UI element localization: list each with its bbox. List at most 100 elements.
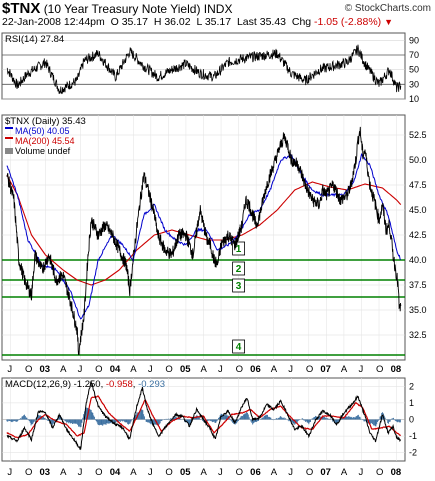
support-label-4: 4 [236, 342, 242, 353]
price-title: $TNX (Daily) 35.43 [5, 116, 86, 127]
support-label-3: 3 [236, 281, 242, 292]
macd-x-tick-label: 05 [180, 467, 191, 478]
ma200-legend: MA(200) 45.54 [15, 136, 75, 146]
price-x-tick-label: A [60, 364, 67, 375]
price-x-tick-label: 03 [40, 364, 51, 375]
price-x-tick-label: 08 [391, 364, 402, 375]
macd-x-tick-label: 04 [110, 467, 121, 478]
macd-x-tick-label: A [341, 467, 348, 478]
macd-x-tick-label: O [236, 467, 243, 478]
price-tick-label: 35.0 [409, 305, 427, 315]
down-triangle-icon: ▼ [384, 17, 394, 27]
price-x-tick-label: J [78, 364, 83, 375]
macd-x-tick-label: J [148, 467, 153, 478]
macd-tick-label: 1 [409, 398, 414, 408]
macd-tick-label: 2 [409, 381, 414, 391]
price-tick-label: 37.5 [409, 280, 427, 290]
rsi-tick-label: 50 [409, 65, 419, 75]
macd-x-tick-label: A [271, 467, 278, 478]
price-x-tick-label: O [376, 364, 383, 375]
price-tick-label: 42.5 [409, 230, 427, 240]
price-x-tick-label: J [7, 364, 12, 375]
price-tick-label: 52.5 [409, 130, 427, 140]
price-x-tick-label: O [306, 364, 313, 375]
rsi-tick-label: 30 [409, 79, 419, 89]
macd-tick-label: -1 [409, 431, 417, 441]
chart-header: $TNX (10 Year Treasury Note Yield) INDX … [2, 0, 433, 32]
macd-x-tick-label: J [288, 467, 293, 478]
security-name: (10 Year Treasury Note Yield) [43, 2, 201, 16]
macd-x-tick-label: J [358, 467, 363, 478]
support-label-box [232, 278, 246, 293]
macd-x-tick-label: O [25, 467, 32, 478]
chg-label: Chg [291, 16, 312, 28]
open-label: O [110, 16, 119, 28]
macd-x-tick-label: A [201, 467, 208, 478]
last-label: Last [236, 16, 257, 28]
support-label-box [232, 261, 246, 276]
low-value: 35.17 [204, 16, 232, 28]
price-x-tick-label: A [271, 364, 278, 375]
price-x-tick-label: O [165, 364, 172, 375]
macd-x-tick-label: O [165, 467, 172, 478]
price-x-tick-label: 05 [180, 364, 191, 375]
macd-x-tick-label: J [7, 467, 12, 478]
rsi-line [6, 44, 402, 95]
price-tick-label: 47.5 [409, 180, 427, 190]
open-value: 35.17 [121, 16, 148, 28]
macd-x-tick-label: 07 [320, 467, 331, 478]
price-tick-label: 45.0 [409, 205, 427, 215]
price-x-tick-label: O [25, 364, 32, 375]
brand-watermark: © StockCharts.com [344, 3, 431, 14]
macd-line [6, 381, 402, 451]
price-x-tick-label: J [148, 364, 153, 375]
support-label-box [232, 339, 246, 354]
ma50-line [6, 153, 402, 320]
macd-x-tick-label: J [78, 467, 83, 478]
price-line [6, 126, 402, 355]
price-x-tick-label: 07 [320, 364, 331, 375]
price-x-tick-label: J [358, 364, 363, 375]
price-legend: $TNX (Daily) 35.43 MA(50) 40.05 MA(200) … [5, 116, 86, 156]
macd-x-tick-label: O [376, 467, 383, 478]
ma50-swatch [5, 127, 13, 129]
low-label: L [196, 16, 202, 28]
rsi-tick-label: 90 [409, 35, 419, 45]
price-x-tick-label: O [95, 364, 102, 375]
rsi-tick-label: 10 [409, 94, 419, 104]
chg-value: -1.05 (-2.88%) [314, 16, 382, 28]
price-x-tick-label: 04 [110, 364, 121, 375]
ma200-swatch [5, 137, 13, 139]
rsi-panel: RSI(14) 27.84 10 30 50 70 90 [1, 32, 419, 104]
ma50-legend: MA(50) 40.05 [15, 126, 70, 136]
macd-tick-label: 0 [409, 415, 414, 425]
macd-x-tick-label: 06 [250, 467, 261, 478]
datetime: 22-Jan-2008 12:44pm [2, 16, 105, 28]
price-x-tick-label: A [130, 364, 137, 375]
macd-x-tick-label: J [218, 467, 223, 478]
macd-x-tick-label: O [95, 467, 102, 478]
high-label: H [153, 16, 162, 28]
price-x-tick-label: 06 [250, 364, 261, 375]
macd-x-tick-label: A [60, 467, 67, 478]
high-value: 36.02 [164, 16, 191, 28]
volume-legend: Volume undef [15, 146, 71, 156]
price-tick-label: 40.0 [409, 255, 427, 265]
volume-swatch [5, 148, 13, 154]
title-line: $TNX (10 Year Treasury Note Yield) INDX [2, 0, 232, 17]
macd-x-tick-label: 03 [40, 467, 51, 478]
macd-panel: -2 -1 0 1 2 MACD(12,26,9) -1.250, -0.958, -0… [1, 377, 417, 478]
support-label-1: 1 [236, 244, 242, 255]
price-x-tick-label: A [201, 364, 208, 375]
macd-x-tick-label: O [306, 467, 313, 478]
price-x-tick-label: J [218, 364, 223, 375]
rsi-tick-label: 70 [409, 50, 419, 60]
quote-line: 22-Jan-2008 12:44pm O 35.17 H 36.02 L 35… [2, 16, 393, 28]
rsi-label: RSI(14) 27.84 [5, 34, 64, 45]
price-tick-label: 32.5 [409, 330, 427, 340]
price-panel: 32.5 35.0 37.5 40.0 42.5 45.0 47.5 50.0 52.5 1 2 3… [1, 114, 427, 375]
symbol: $TNX [2, 0, 41, 17]
exchange: INDX [203, 2, 233, 16]
price-x-tick-label: A [341, 364, 348, 375]
last-value: 35.43 [259, 16, 287, 28]
